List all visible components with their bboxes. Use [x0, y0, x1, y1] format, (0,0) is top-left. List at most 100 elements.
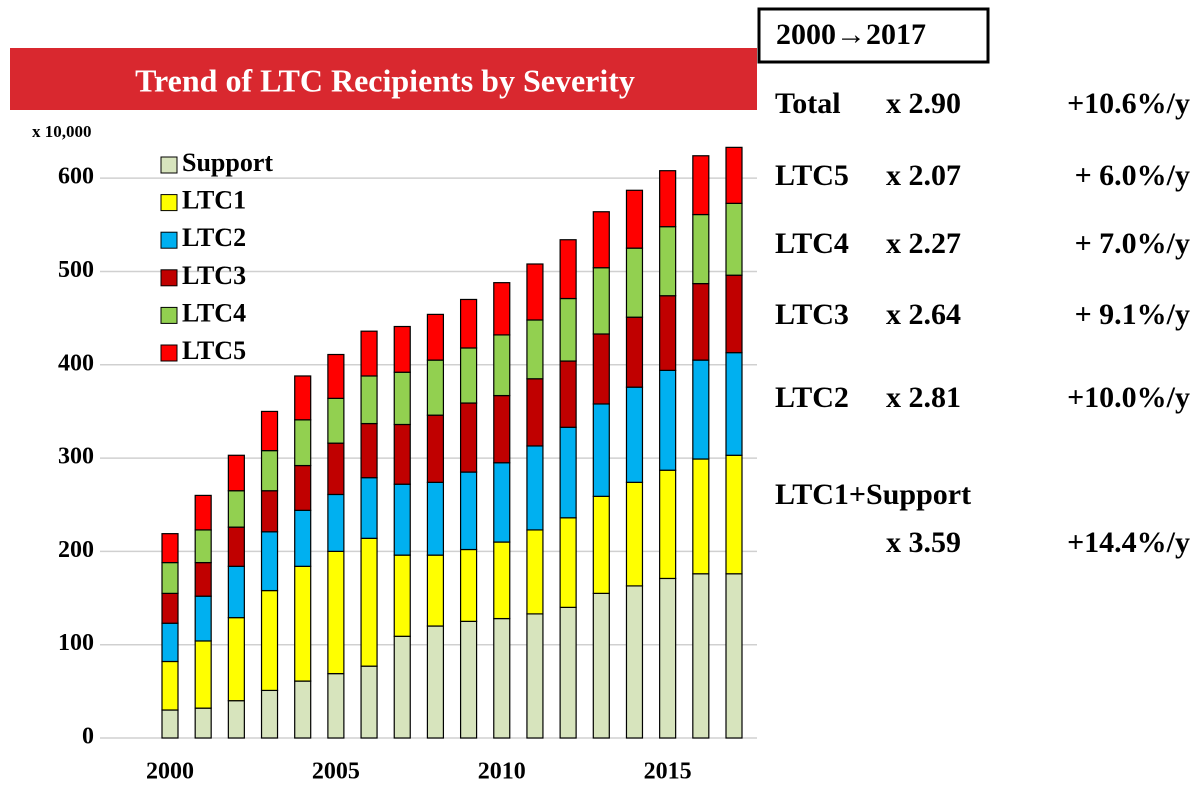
bar-segment — [260, 490, 279, 533]
bar-segment — [360, 422, 378, 479]
stat-label: LTC1+Support — [775, 478, 971, 511]
stat-label: LTC5 — [775, 159, 849, 192]
bar-segment — [659, 369, 677, 471]
y-axis-label: x 10,000 — [32, 122, 92, 141]
stat-rate: + 9.1%/y — [1075, 298, 1190, 331]
bar-segment — [294, 680, 312, 739]
bar-segment — [161, 660, 179, 711]
bar-segment — [294, 565, 312, 682]
stat-ratio: x 2.64 — [886, 298, 961, 331]
bar-segment — [592, 495, 610, 594]
bar-segment — [393, 423, 411, 485]
bar-segment — [194, 529, 212, 564]
bar-segment — [526, 529, 544, 615]
stat-rate: +10.0%/y — [1067, 381, 1190, 414]
bar-segment — [327, 550, 345, 675]
bar-segment — [194, 640, 212, 709]
x-tick-label: 2015 — [644, 759, 692, 785]
bar-segment — [327, 673, 345, 739]
title-bar — [10, 48, 757, 110]
bar-segment — [592, 592, 610, 739]
bar-segment — [360, 477, 378, 539]
bar-segment — [360, 330, 378, 377]
bar-segment — [625, 481, 644, 587]
legend-label: Support — [182, 148, 273, 177]
bar-segment — [260, 689, 279, 739]
bar-segment — [260, 410, 279, 452]
stat-ratio: x 2.27 — [886, 227, 961, 260]
bar-segment — [426, 625, 445, 739]
bar-segment — [459, 402, 478, 473]
bar-segment — [459, 298, 478, 349]
legend-swatch — [160, 269, 178, 287]
stat-ratio: x 2.90 — [886, 87, 961, 120]
bar-segment — [493, 617, 511, 739]
bar-segment — [227, 526, 245, 567]
bar-segment — [559, 360, 577, 428]
legend-label: LTC2 — [182, 223, 246, 252]
bar-segment — [526, 263, 544, 321]
bar-segment — [493, 282, 511, 336]
bar-segment — [659, 170, 677, 228]
bar-segment — [327, 442, 345, 496]
y-tick-label: 200 — [58, 537, 94, 563]
y-tick-label: 400 — [58, 350, 94, 376]
x-tick-label: 2005 — [312, 759, 360, 785]
bar-segment — [294, 509, 312, 567]
bar-segment — [559, 517, 577, 608]
bar-segment — [592, 403, 610, 497]
bar-segment — [526, 613, 544, 739]
bar-segment — [559, 606, 577, 739]
bar-segment — [692, 155, 710, 216]
legend-label: LTC5 — [182, 336, 246, 365]
bar-segment — [559, 297, 577, 362]
bar-segment — [260, 589, 279, 692]
bar-segment — [692, 213, 710, 285]
legend-swatch — [160, 231, 178, 249]
bar-segment — [426, 481, 445, 556]
stat-label: Total — [775, 87, 841, 120]
bar-segment — [493, 394, 511, 464]
legend-swatch — [160, 194, 178, 212]
bar-segment — [625, 189, 644, 249]
bar-segment — [294, 375, 312, 421]
bar-segment — [725, 274, 743, 354]
bar-segment — [393, 635, 411, 739]
bar-segment — [426, 359, 445, 416]
bar-segment — [260, 531, 279, 592]
bar-segment — [393, 325, 411, 373]
bar-segment — [227, 617, 245, 702]
bar-segment — [327, 353, 345, 399]
bar-segment — [360, 375, 378, 425]
bar-segment — [194, 707, 212, 739]
bar-segment — [625, 386, 644, 483]
bar-segment — [659, 577, 677, 739]
bar-segment — [426, 554, 445, 627]
bar-segment — [161, 561, 179, 594]
bar-segment — [327, 493, 345, 552]
bar-segment — [294, 464, 312, 511]
bar-segment — [161, 709, 179, 739]
bar-segment — [659, 226, 677, 297]
bar-segment — [692, 573, 710, 739]
stat-label: LTC3 — [775, 298, 849, 331]
bar-segment — [360, 537, 378, 667]
bar-segment — [526, 445, 544, 531]
y-tick-label: 0 — [82, 724, 94, 750]
bar-segment — [659, 295, 677, 371]
stat-ratio: x 3.59 — [886, 526, 961, 559]
bar-segment — [194, 494, 212, 531]
bar-segment — [592, 267, 610, 335]
bar-segment — [294, 419, 312, 467]
bar-segment — [725, 454, 743, 575]
y-tick-label: 500 — [58, 257, 94, 283]
bar-segment — [559, 426, 577, 519]
bar-segment — [692, 359, 710, 460]
bar-segment — [393, 483, 411, 556]
bar-segment — [625, 247, 644, 318]
stat-rate: + 7.0%/y — [1075, 227, 1190, 260]
legend-label: LTC4 — [182, 298, 246, 327]
bar-segment — [526, 319, 544, 380]
bar-segment — [659, 469, 677, 580]
